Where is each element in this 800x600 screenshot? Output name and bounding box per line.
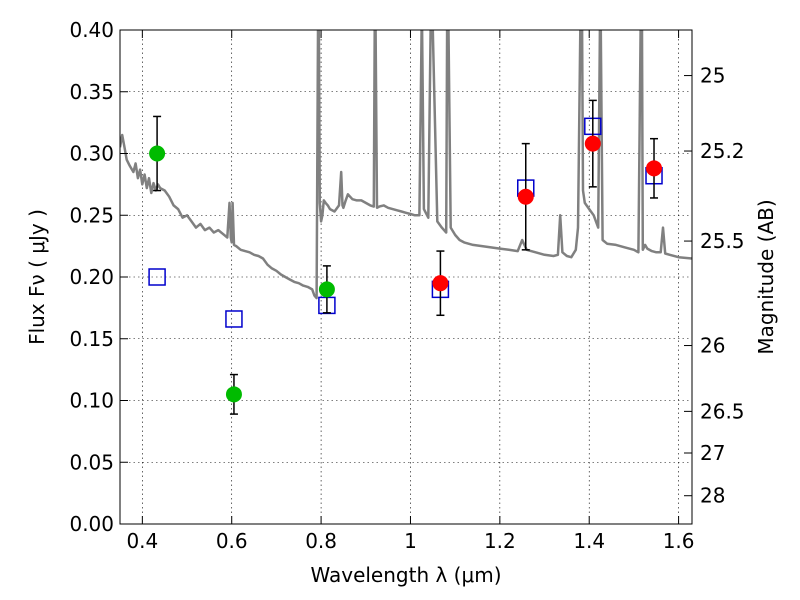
marker-layer <box>148 99 663 415</box>
x-tick-label: 0.8 <box>305 529 337 553</box>
mag-tick-label: 26 <box>700 334 725 358</box>
y-tick-label: 0.25 <box>69 203 114 227</box>
y-tick-label: 0.05 <box>69 450 114 474</box>
series-layer <box>120 30 692 300</box>
model-square-marker <box>225 310 243 328</box>
x-tick-label: 0.6 <box>216 529 248 553</box>
x-axis-label: Wavelength λ (μm) <box>310 563 501 587</box>
y-tick-label: 0.40 <box>69 18 114 42</box>
data-point <box>318 281 335 298</box>
data-point <box>225 386 242 403</box>
mag-tick-label: 25.5 <box>700 229 745 253</box>
data-point <box>432 275 449 292</box>
x-tick-label: 0.4 <box>126 529 158 553</box>
y-tick-label: 0.35 <box>69 80 114 104</box>
y-axis-label: Flux Fν ( μJy ) <box>25 209 49 345</box>
mag-tick-label: 28 <box>700 484 725 508</box>
x-tick-label: 1 <box>404 529 417 553</box>
y-tick-label: 0.20 <box>69 265 114 289</box>
data-point <box>646 160 663 177</box>
tick-layer: 0.4 0.6 0.8 1 1.2 1.4 1.6 0.00 0.05 0.10 0.15 0.20 0… <box>69 18 744 553</box>
mag-tick-label: 26.5 <box>700 399 745 423</box>
right-y-axis-label: Magnitude (AB) <box>754 199 778 354</box>
mag-tick-label: 27 <box>700 441 725 465</box>
y-tick-label: 0.15 <box>69 327 114 351</box>
model-square-marker <box>148 268 166 286</box>
mag-tick-label: 25.2 <box>700 139 745 163</box>
x-tick-label: 1.2 <box>484 529 516 553</box>
mag-tick-label: 25 <box>700 64 725 88</box>
y-tick-label: 0.10 <box>69 389 114 413</box>
x-tick-label: 1.4 <box>573 529 605 553</box>
data-point <box>584 135 601 152</box>
x-tick-label: 1.6 <box>663 529 695 553</box>
data-point <box>517 188 534 205</box>
spectrum-line <box>120 30 692 300</box>
y-tick-label: 0.30 <box>69 142 114 166</box>
data-point <box>149 145 166 162</box>
y-tick-label: 0.00 <box>69 512 114 536</box>
